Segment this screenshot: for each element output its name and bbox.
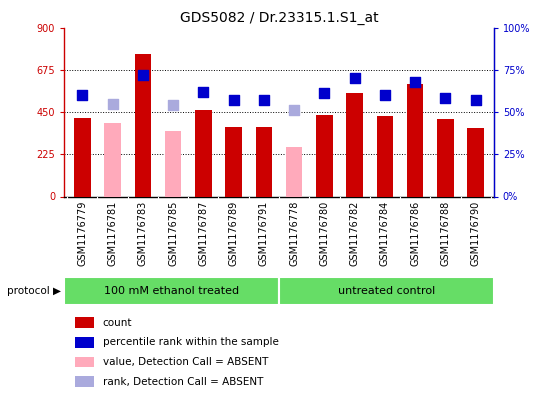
Point [108, 100, 117, 107]
Point [138, 72, 147, 78]
Point [411, 79, 420, 85]
Text: GSM1176790: GSM1176790 [471, 200, 480, 266]
Point [259, 97, 268, 103]
Point [471, 97, 480, 103]
Text: rank, Detection Call = ABSENT: rank, Detection Call = ABSENT [103, 376, 263, 387]
Text: GSM1176791: GSM1176791 [259, 200, 269, 266]
Text: GSM1176788: GSM1176788 [440, 200, 450, 266]
Bar [407, 84, 424, 196]
Text: GSM1176789: GSM1176789 [229, 200, 239, 266]
Bar [468, 128, 484, 196]
Bar [134, 54, 151, 196]
Bar [279, 277, 494, 305]
Bar [195, 110, 211, 196]
Text: 100 mM ethanol treated: 100 mM ethanol treated [104, 286, 239, 296]
Text: GSM1176785: GSM1176785 [168, 200, 178, 266]
Bar [256, 127, 272, 196]
Bar [104, 123, 121, 196]
Point [78, 92, 87, 98]
Bar [165, 131, 181, 196]
Point [169, 102, 177, 108]
Point [381, 92, 389, 98]
Text: GSM1176787: GSM1176787 [198, 200, 208, 266]
Bar [75, 318, 94, 328]
Text: protocol ▶: protocol ▶ [7, 286, 61, 296]
Bar [316, 115, 333, 196]
Text: value, Detection Call = ABSENT: value, Detection Call = ABSENT [103, 357, 268, 367]
Bar [437, 119, 454, 196]
Text: GSM1176783: GSM1176783 [138, 200, 148, 266]
Text: untreated control: untreated control [338, 286, 435, 296]
Point [290, 107, 299, 114]
Text: GSM1176782: GSM1176782 [350, 200, 360, 266]
Point [229, 97, 238, 103]
Text: GSM1176786: GSM1176786 [410, 200, 420, 266]
Text: GSM1176778: GSM1176778 [289, 200, 299, 266]
Bar [75, 357, 94, 367]
Text: GSM1176784: GSM1176784 [380, 200, 390, 266]
Point [199, 88, 208, 95]
Bar [75, 337, 94, 348]
Bar [377, 116, 393, 196]
Bar [64, 277, 279, 305]
Bar [75, 376, 94, 387]
Text: percentile rank within the sample: percentile rank within the sample [103, 337, 278, 347]
Point [320, 90, 329, 97]
Bar [286, 147, 302, 196]
Text: GSM1176780: GSM1176780 [319, 200, 329, 266]
Point [350, 75, 359, 81]
Bar [347, 93, 363, 196]
Point [441, 95, 450, 102]
Title: GDS5082 / Dr.23315.1.S1_at: GDS5082 / Dr.23315.1.S1_at [180, 11, 378, 25]
Text: count: count [103, 318, 132, 328]
Bar [74, 118, 90, 196]
Bar [225, 127, 242, 196]
Text: GSM1176781: GSM1176781 [108, 200, 118, 266]
Text: GSM1176779: GSM1176779 [78, 200, 87, 266]
